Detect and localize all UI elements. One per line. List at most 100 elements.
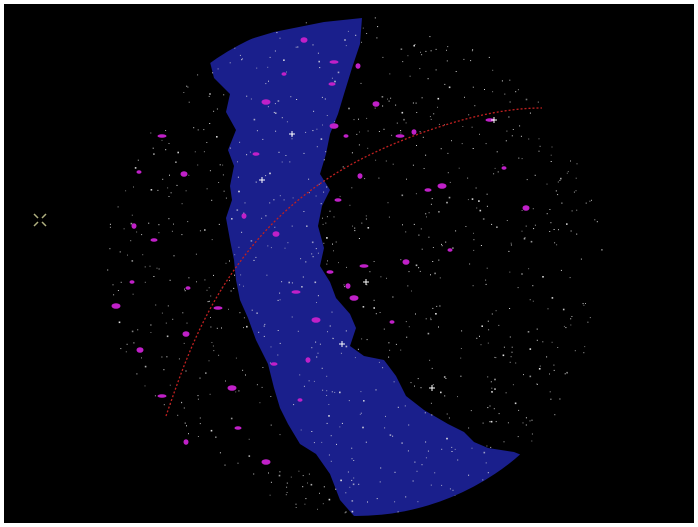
star (389, 349, 391, 351)
star (225, 380, 226, 382)
star (361, 338, 363, 340)
deep-sky-object (311, 317, 321, 323)
star (345, 492, 347, 494)
star (501, 80, 503, 82)
star (317, 508, 318, 510)
star (517, 436, 519, 438)
star (468, 427, 470, 429)
star (407, 55, 409, 57)
deep-sky-object (372, 101, 380, 107)
star (448, 196, 451, 199)
star (323, 159, 325, 161)
deep-sky-object (402, 259, 410, 265)
star (155, 304, 157, 306)
sky-map[interactable] (4, 4, 694, 523)
star (377, 26, 379, 28)
star (486, 267, 488, 269)
star (382, 367, 384, 369)
star (316, 128, 318, 130)
star (354, 227, 356, 229)
star (582, 303, 584, 305)
star (133, 186, 134, 188)
star (454, 448, 456, 450)
star (279, 434, 281, 436)
star (213, 110, 215, 112)
star (479, 335, 480, 337)
star (471, 198, 474, 200)
star (429, 36, 431, 38)
star (484, 89, 485, 90)
deep-sky-object (227, 385, 237, 391)
deep-sky-object (501, 166, 507, 170)
star (458, 167, 460, 169)
star (317, 252, 319, 254)
star (375, 313, 377, 315)
star (107, 269, 109, 271)
deep-sky-object (182, 331, 190, 337)
star (237, 161, 238, 163)
star (515, 362, 517, 364)
star (131, 214, 133, 216)
star (363, 400, 365, 402)
star (413, 44, 415, 47)
star (344, 286, 346, 288)
star (117, 290, 119, 291)
star (120, 348, 122, 350)
star (234, 47, 236, 49)
star (472, 285, 474, 287)
star (440, 391, 442, 394)
star (303, 152, 305, 154)
star (559, 179, 561, 181)
star (443, 376, 446, 378)
star (388, 216, 390, 218)
deep-sky-object (300, 37, 308, 43)
star (324, 98, 326, 100)
star (444, 124, 445, 126)
star (333, 216, 335, 218)
star (358, 483, 360, 485)
star (349, 204, 351, 206)
star (428, 212, 430, 214)
star (269, 172, 271, 175)
star (153, 276, 155, 277)
star (240, 274, 242, 276)
star (279, 299, 281, 301)
star (184, 290, 186, 292)
star (400, 349, 402, 351)
star (518, 157, 520, 159)
star (334, 391, 336, 393)
star (472, 49, 474, 51)
star (401, 442, 403, 444)
star (222, 164, 224, 166)
star (239, 284, 241, 286)
star (169, 279, 171, 281)
star (430, 118, 432, 120)
star (144, 266, 146, 268)
sky-viewport[interactable] (4, 4, 694, 523)
star (445, 378, 447, 379)
star (176, 184, 178, 186)
star (506, 130, 508, 132)
star (415, 313, 416, 315)
star (491, 223, 493, 225)
star (286, 486, 288, 488)
star (549, 231, 551, 232)
star (326, 186, 328, 188)
star (321, 96, 323, 98)
star (560, 269, 562, 271)
star (173, 223, 174, 225)
star (322, 124, 323, 126)
star (241, 59, 243, 61)
star (576, 233, 578, 235)
star (492, 69, 494, 71)
star (316, 146, 318, 148)
star (265, 215, 267, 217)
star (312, 256, 314, 258)
star (326, 263, 328, 265)
deep-sky-object (270, 362, 278, 366)
crosshair-icon[interactable] (32, 212, 48, 228)
deep-sky-object (343, 134, 349, 138)
deep-sky-object (131, 223, 137, 229)
star (481, 325, 483, 327)
star (536, 384, 538, 385)
